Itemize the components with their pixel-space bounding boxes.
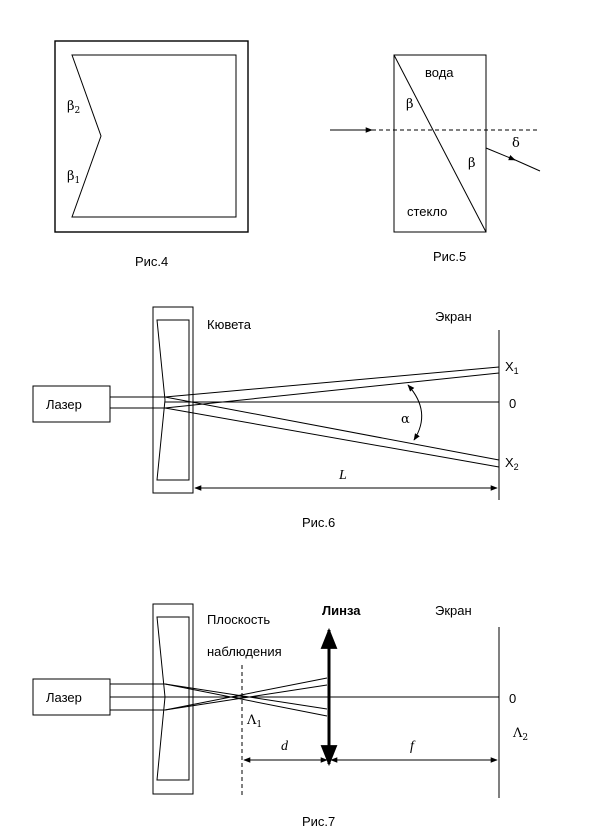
- fig6-cuvette-outer: [152, 306, 194, 494]
- fig6-distance-label: L: [338, 468, 347, 483]
- fig7-plane-label-1: Плоскость: [207, 612, 270, 627]
- fig5-caption: Рис.5: [433, 249, 466, 264]
- fig6-caption: Рис.6: [302, 515, 335, 530]
- fig7-caption: Рис.7: [302, 814, 335, 829]
- fig6-laser-box: [32, 385, 111, 423]
- fig4-prism-outline: [71, 54, 237, 218]
- fig7-f-label: f: [410, 739, 416, 754]
- fig7-laser-label: Лазер: [46, 690, 82, 705]
- fig6-beam-x2-a: [164, 396, 500, 461]
- fig5-deflected-beam: [485, 147, 516, 161]
- figure-5: вода β β δ стекло Рис.5: [330, 54, 541, 264]
- fig5-interface-diagonal: [393, 54, 487, 233]
- fig4-beta1-label: β1: [67, 169, 80, 186]
- fig6-cuvette-label: Кювета: [207, 317, 252, 332]
- fig7-beam-4: [164, 677, 328, 711]
- fig7-cuvette-inner: [156, 616, 190, 781]
- fig6-beam-x2-b: [164, 407, 500, 468]
- fig5-water-label: вода: [425, 65, 454, 80]
- fig7-lens-label: Линза: [322, 603, 361, 618]
- fig6-cuvette-inner: [156, 319, 190, 481]
- fig6-beam-x1-a: [164, 366, 500, 398]
- fig7-cuvette-outer: [152, 603, 194, 795]
- fig7-beam-3: [164, 683, 328, 717]
- fig5-beta-bottom-label: β: [468, 156, 476, 171]
- fig5-delta-label: δ: [512, 136, 520, 151]
- fig7-zero-label: 0: [509, 691, 516, 706]
- fig7-d-label: d: [281, 739, 289, 754]
- fig6-x1-label: X1: [505, 359, 519, 376]
- fig5-glass-label: стекло: [407, 204, 447, 219]
- fig4-outer-frame: [54, 40, 249, 233]
- fig6-beam-x1-b: [164, 372, 500, 409]
- fig6-alpha-arc: [407, 384, 423, 441]
- figure-6: Лазер Кювета Экран α X1 0 X2 L Рис.6: [32, 306, 519, 530]
- fig7-lambda1-label: Λ1: [246, 713, 262, 730]
- fig4-beta2-label: β2: [67, 99, 80, 116]
- fig7-lambda2-label: Λ2: [512, 726, 528, 743]
- figure-7: Лазер Плоскость наблюдения Линза Экран Λ…: [32, 603, 528, 829]
- fig6-zero-label: 0: [509, 396, 516, 411]
- fig7-plane-label-2: наблюдения: [207, 644, 282, 659]
- fig4-caption: Рис.4: [135, 254, 168, 269]
- fig6-x2-label: X2: [505, 455, 519, 472]
- fig6-alpha-label: α: [401, 412, 410, 427]
- figure-4: β2 β1 Рис.4: [54, 40, 249, 269]
- fig7-screen-label: Экран: [435, 603, 472, 618]
- fig6-screen-label: Экран: [435, 309, 472, 324]
- fig6-laser-label: Лазер: [46, 397, 82, 412]
- fig5-cell: [393, 54, 487, 233]
- fig5-deflected-beam-tail: [512, 158, 541, 172]
- fig5-beta-top-label: β: [406, 97, 414, 112]
